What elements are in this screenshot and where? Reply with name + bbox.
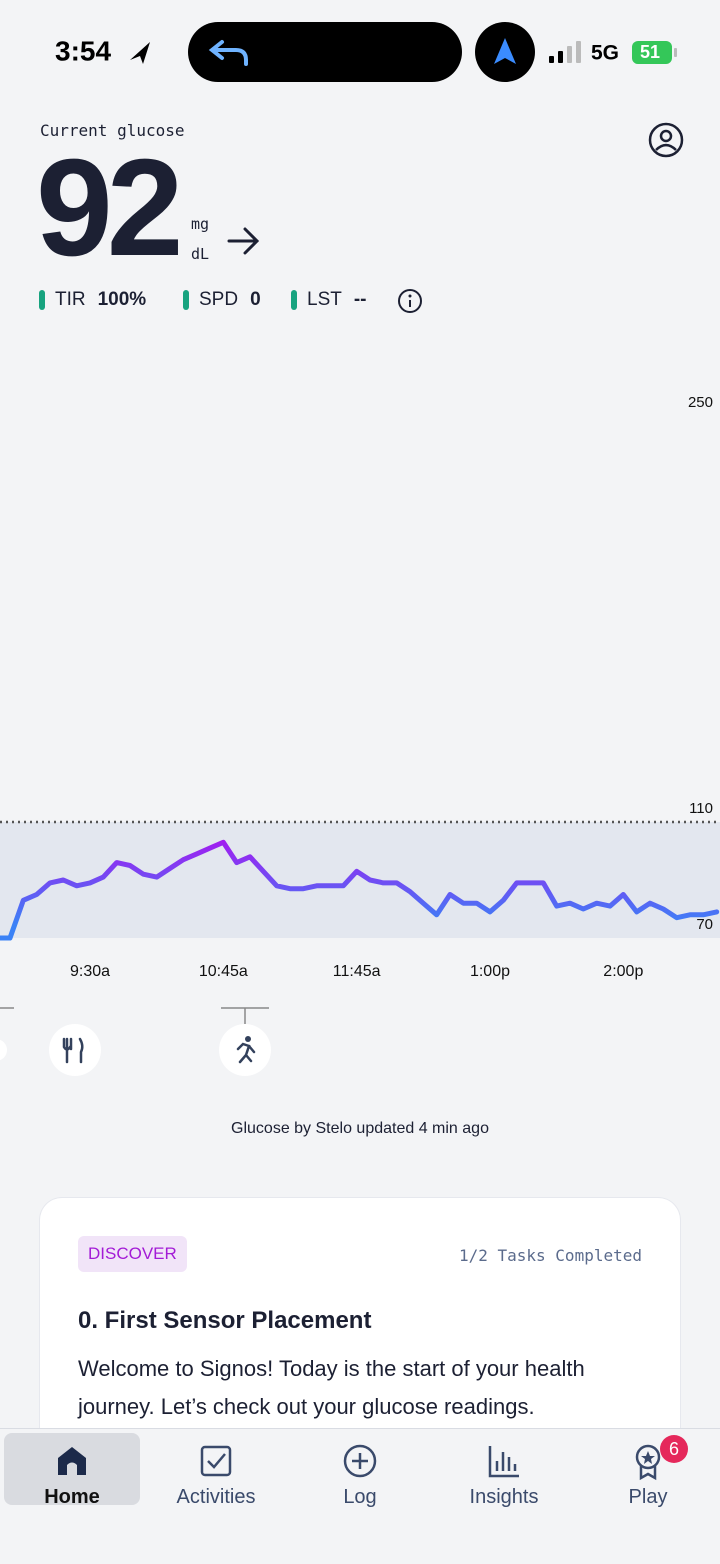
trend-arrow (227, 227, 260, 255)
tab-bar: Home Activities Log Insights 6 Play (0, 1428, 720, 1564)
card-body: Welcome to Signos! Today is the start of… (78, 1356, 585, 1419)
target-band (0, 822, 720, 938)
clock: 3:54 (55, 35, 111, 66)
glucose-line (0, 839, 720, 941)
event-meal[interactable] (0, 1007, 101, 1076)
stat-label: SPD (199, 289, 239, 310)
stat-label: LST (307, 289, 342, 310)
stat: LST -- (291, 287, 367, 313)
unit-bottom: dL (191, 245, 210, 263)
stat-label: TIR (55, 289, 86, 310)
stat: TIR 100% (39, 287, 146, 313)
stat-value: 0 (250, 289, 261, 310)
x-tick-label: 9:30a (70, 963, 110, 980)
tab-activities[interactable]: Activities (148, 1433, 284, 1508)
tab-play[interactable]: 6 Play (580, 1433, 716, 1508)
x-tick-label: 10:45a (199, 963, 248, 980)
status-bar: 3:54 5G 51 (55, 22, 677, 82)
event-activity[interactable] (219, 1007, 271, 1076)
stat-value: 100% (97, 289, 147, 310)
network-label: 5G (591, 42, 619, 65)
card-title: 0. First Sensor Placement (78, 1307, 372, 1334)
battery-tip (674, 48, 677, 57)
x-tick-label: 11:45a (333, 963, 381, 980)
glucose-value: 92 (36, 131, 183, 285)
dynamic-island (188, 22, 462, 82)
tab-label: Log (343, 1486, 377, 1508)
glucose-label: Current glucose (40, 121, 185, 140)
tab-log[interactable]: Log (292, 1433, 428, 1508)
badge: 6 (660, 1435, 688, 1463)
tab-label: Play (628, 1486, 668, 1508)
source-note: Glucose by Stelo updated 4 min ago (231, 1120, 489, 1137)
tab-insights[interactable]: Insights (436, 1433, 572, 1508)
unit-top: mg (191, 215, 210, 233)
card-tag: DISCOVER (78, 1236, 187, 1272)
tab-home[interactable]: Home (4, 1433, 140, 1508)
profile-button[interactable] (647, 121, 685, 159)
nav-arrow-icon (494, 38, 516, 64)
y-tick-label: 70 (696, 916, 713, 933)
info-button[interactable] (396, 287, 424, 315)
stat-value: -- (353, 289, 367, 310)
x-tick-label: 2:00p (603, 963, 643, 980)
stat: SPD 0 (183, 287, 261, 313)
tab-label: Insights (469, 1486, 539, 1508)
tab-label: Activities (176, 1486, 256, 1508)
card-progress: 1/2 Tasks Completed (458, 1246, 642, 1265)
y-tick-label: 250 (688, 394, 713, 411)
tab-label: Home (44, 1486, 100, 1508)
location-icon (130, 42, 150, 64)
back-arrow-icon (208, 40, 248, 66)
battery-level: 51 (640, 42, 660, 62)
x-tick-label: 1:00p (470, 963, 510, 980)
signal-icon (549, 41, 581, 63)
battery (632, 41, 672, 64)
glucose-chart: 70 110 250 9:30a 10:45a 11:45a 1:00p 2:00p (0, 394, 720, 1076)
y-tick-label: 110 (689, 800, 713, 817)
